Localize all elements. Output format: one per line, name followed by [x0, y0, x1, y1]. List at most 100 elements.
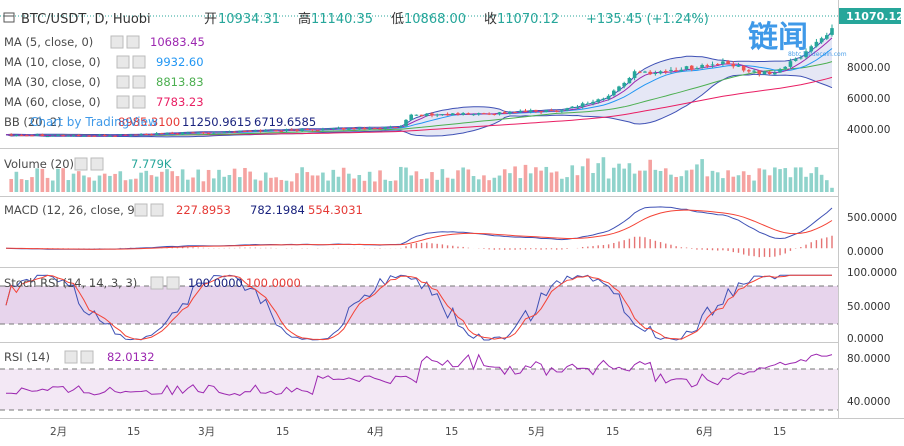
volume-bar	[528, 173, 533, 192]
eye-icon[interactable]	[116, 55, 130, 69]
volume-bar	[61, 168, 65, 192]
volume-bar	[414, 171, 419, 192]
candle	[424, 113, 429, 116]
ma30-legend[interactable]: MA (30, close, 0) 8813.83	[4, 75, 204, 89]
candle	[331, 128, 336, 130]
candle	[336, 127, 341, 129]
gear-icon[interactable]	[90, 157, 104, 171]
eye-icon[interactable]	[150, 276, 164, 290]
candle	[211, 132, 216, 134]
volume-bar	[560, 178, 564, 192]
volume-bar	[695, 164, 699, 192]
volume-bar	[752, 180, 756, 192]
volume-legend[interactable]: Volume (20) 7.779K	[4, 157, 172, 171]
volume-bar	[315, 175, 320, 192]
stoch-k-value: 100.0000	[188, 276, 243, 290]
volume-bar	[227, 175, 232, 192]
bb-fill	[6, 31, 832, 137]
candle	[705, 65, 710, 67]
volume-bar	[76, 171, 81, 192]
candle	[497, 112, 502, 115]
candle	[560, 110, 564, 112]
candle	[82, 135, 86, 137]
eye-icon[interactable]	[110, 35, 124, 49]
volume-bar	[430, 172, 434, 192]
volume-bar	[612, 167, 616, 192]
candle	[154, 133, 159, 135]
candle	[788, 61, 793, 67]
rsi-legend[interactable]: RSI (14) 82.0132	[4, 350, 155, 364]
volume-bar	[404, 167, 408, 192]
ma60-legend[interactable]: MA (60, close, 0) 7783.23	[4, 95, 204, 109]
ma5-legend[interactable]: MA (5, close, 0) 10683.45	[4, 35, 205, 49]
candle	[643, 71, 647, 73]
candle	[741, 65, 746, 71]
rsi-label: RSI (14)	[4, 350, 50, 364]
volume-bar	[50, 180, 55, 192]
volume-bar	[715, 172, 720, 192]
candle	[284, 129, 289, 132]
collapse-icon[interactable]	[3, 12, 15, 23]
stoch-d-value: 100.0000	[246, 276, 301, 290]
ma10-legend[interactable]: MA (10, close, 0) 9932.60	[4, 55, 204, 69]
candle	[258, 130, 263, 132]
gear-icon[interactable]	[150, 203, 164, 217]
candle	[305, 129, 310, 131]
eye-icon[interactable]	[116, 95, 130, 109]
gear-icon[interactable]	[132, 75, 146, 89]
candle	[508, 112, 512, 114]
volume-bar	[341, 167, 346, 192]
eye-icon[interactable]	[74, 157, 88, 171]
volume-bar	[9, 178, 13, 192]
volume-bar	[237, 177, 242, 192]
volume-bar	[643, 170, 647, 192]
volume-bar	[741, 171, 746, 192]
candle	[825, 35, 829, 39]
volume-bar	[705, 176, 710, 192]
volume-bar	[596, 163, 601, 192]
stoch-legend[interactable]: Stoch RSI (14, 14, 3, 3) 100.0000 100.00…	[4, 276, 301, 290]
eye-icon[interactable]	[134, 203, 148, 217]
macd-label: MACD (12, 26, close, 9)	[4, 203, 139, 217]
candle	[393, 127, 398, 129]
macd-legend[interactable]: MACD (12, 26, close, 9) 227.8953 782.198…	[4, 203, 363, 217]
volume-bar	[471, 176, 476, 192]
gear-icon[interactable]	[80, 350, 94, 364]
candle	[513, 112, 517, 114]
volume-bar	[575, 175, 580, 192]
candle	[409, 114, 414, 120]
candle	[274, 130, 278, 132]
gear-icon[interactable]	[166, 276, 180, 290]
candle	[799, 57, 803, 59]
time-tick: 3月	[198, 426, 215, 438]
candle	[778, 69, 782, 73]
symbol-title[interactable]: BTC/USDT, D, Huobi	[21, 12, 151, 27]
volume-bar	[778, 169, 782, 192]
volume-bar	[783, 168, 788, 192]
eye-icon[interactable]	[116, 75, 130, 89]
gear-icon[interactable]	[132, 55, 146, 69]
candle	[653, 73, 658, 75]
time-tick: 4月	[367, 426, 384, 438]
candle	[217, 132, 221, 134]
gear-icon[interactable]	[126, 35, 140, 49]
eye-icon[interactable]	[64, 350, 78, 364]
volume-bar	[326, 180, 330, 192]
volume-bar	[513, 166, 517, 192]
volume-bar	[669, 174, 673, 192]
high-value: 11140.35	[311, 12, 373, 27]
ma5-line	[5, 37, 833, 137]
volume-bar	[45, 177, 50, 192]
candle	[40, 134, 45, 137]
volume-bar	[66, 180, 71, 192]
brand-site: 8btc.kaidecoin.com	[788, 51, 847, 58]
gear-icon[interactable]	[132, 95, 146, 109]
candle	[149, 134, 154, 136]
candle	[180, 132, 185, 135]
rsi-line	[6, 353, 833, 396]
bb-legend[interactable]: BB (20, 2) 8985.3100 11250.9615 6719.658…	[4, 115, 316, 129]
candle	[684, 66, 689, 70]
candle	[300, 128, 304, 131]
